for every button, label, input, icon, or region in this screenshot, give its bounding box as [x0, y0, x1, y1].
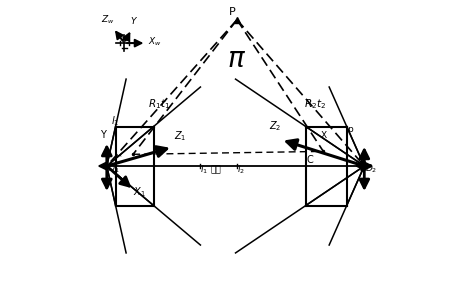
Text: $X_w$: $X_w$ [148, 35, 162, 48]
Text: C: C [306, 155, 313, 165]
Text: X: X [320, 131, 327, 140]
Text: $D_2$: $D_2$ [365, 163, 377, 176]
Text: C: C [115, 155, 122, 165]
Text: $X_1$: $X_1$ [133, 185, 145, 199]
Text: $l_1$: $l_1$ [201, 163, 209, 176]
Text: $Z_w$: $Z_w$ [101, 13, 115, 26]
Text: Y: Y [100, 130, 106, 140]
Text: P: P [229, 7, 236, 17]
Text: 基距: 基距 [210, 166, 221, 174]
Text: $\pi$: $\pi$ [228, 44, 246, 73]
Text: $l_2$: $l_2$ [237, 163, 245, 176]
Text: $O_1$: $O_1$ [108, 163, 120, 176]
Text: $l_1$: $l_1$ [111, 114, 119, 128]
Text: $Y$: $Y$ [130, 15, 138, 26]
Text: p: p [347, 125, 353, 134]
Text: $R_2t_2$: $R_2t_2$ [304, 98, 326, 111]
Text: $Z_1$: $Z_1$ [174, 130, 187, 143]
Text: $Z_2$: $Z_2$ [269, 119, 282, 133]
Text: $R_1t_1$: $R_1t_1$ [148, 98, 170, 111]
